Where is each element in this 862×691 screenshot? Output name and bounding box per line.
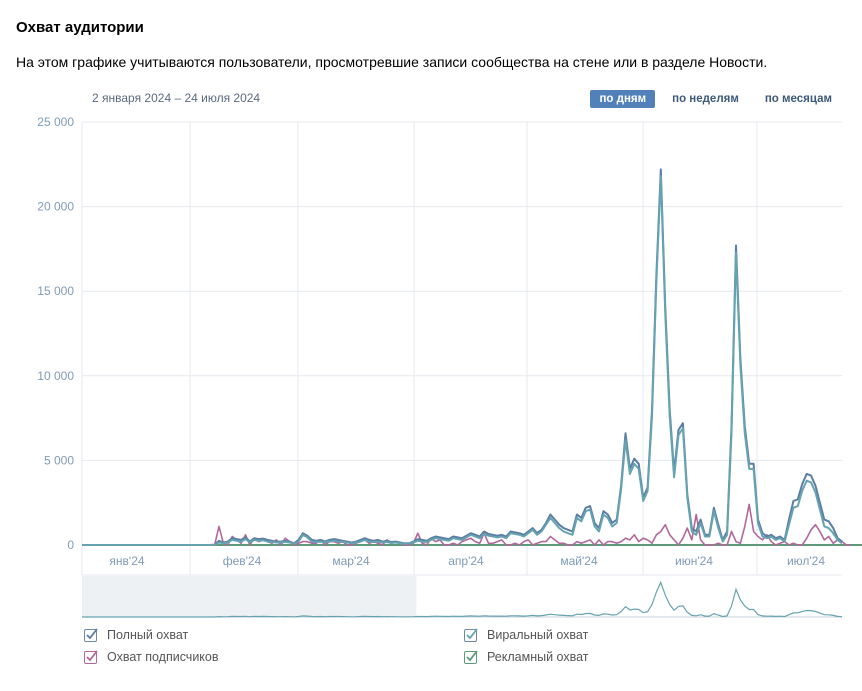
tab-by-weeks[interactable]: по неделям bbox=[672, 93, 739, 105]
legend-item-subscribers[interactable]: Охват подписчиков bbox=[84, 649, 219, 664]
checkbox-icon[interactable] bbox=[84, 627, 98, 642]
y-tick-label: 10 000 bbox=[37, 369, 74, 383]
x-tick-label: июл'24 bbox=[787, 554, 825, 568]
checkbox-icon[interactable] bbox=[464, 649, 478, 664]
checkbox-icon[interactable] bbox=[84, 649, 98, 664]
legend-label: Охват подписчиков bbox=[107, 650, 219, 664]
x-tick-label: янв'24 bbox=[109, 554, 144, 568]
date-range[interactable]: 2 января 2024 – 24 июля 2024 bbox=[92, 91, 261, 105]
series-line-full bbox=[82, 168, 843, 546]
x-tick-label: май'24 bbox=[560, 554, 598, 568]
y-tick-label: 20 000 bbox=[37, 200, 74, 214]
navigator-selection bbox=[82, 576, 417, 617]
legend-label: Виральный охват bbox=[487, 628, 589, 642]
tab-by-months[interactable]: по месяцам bbox=[764, 93, 832, 105]
page-title: Охват аудитории bbox=[16, 19, 144, 36]
y-tick-label: 0 bbox=[67, 538, 74, 552]
y-tick-label: 5 000 bbox=[44, 453, 74, 467]
legend-item-full[interactable]: Полный охват bbox=[84, 627, 189, 642]
y-tick-label: 25 000 bbox=[37, 115, 74, 129]
series-line-viral bbox=[82, 175, 843, 546]
series-line-subscribers bbox=[82, 503, 851, 546]
x-tick-label: июн'24 bbox=[675, 554, 713, 568]
checkbox-icon[interactable] bbox=[464, 627, 478, 642]
legend-label: Рекламный охват bbox=[487, 650, 589, 664]
navigator-line bbox=[82, 580, 843, 618]
x-tick-label: фев'24 bbox=[223, 554, 262, 568]
chart-description: На этом графике учитываются пользователи… bbox=[16, 54, 768, 70]
legend-item-ads[interactable]: Рекламный охват bbox=[464, 649, 589, 664]
tab-by-days[interactable]: по дням bbox=[590, 90, 656, 108]
legend-label: Полный охват bbox=[107, 628, 189, 642]
reach-chart[interactable]: 25 000 20 000 15 000 10 000 5 000 0 янв'24 фев'… bbox=[0, 112, 862, 624]
y-tick-label: 15 000 bbox=[37, 284, 74, 298]
x-tick-label: мар'24 bbox=[332, 554, 370, 568]
x-tick-label: апр'24 bbox=[448, 554, 484, 568]
period-tabs: по дням по неделям по месяцам bbox=[590, 90, 841, 108]
legend-item-viral[interactable]: Виральный охват bbox=[464, 627, 589, 642]
